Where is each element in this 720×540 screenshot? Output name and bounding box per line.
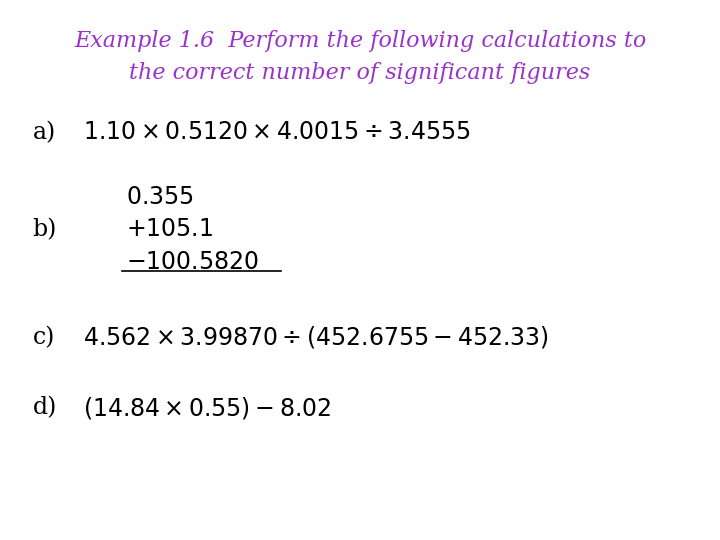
Text: $-100.5820$: $-100.5820$: [126, 250, 259, 274]
Text: b): b): [32, 218, 57, 241]
Text: $+105.1$: $+105.1$: [126, 218, 213, 241]
Text: d): d): [32, 396, 57, 419]
Text: the correct number of significant figures: the correct number of significant figure…: [130, 62, 590, 84]
Text: a): a): [32, 121, 55, 144]
Text: $0.355$: $0.355$: [126, 185, 194, 209]
Text: Example 1.6  Perform the following calculations to: Example 1.6 Perform the following calcul…: [74, 30, 646, 51]
Text: c): c): [32, 326, 55, 349]
Text: $1.10\times0.5120\times4.0015\div3.4555$: $1.10\times0.5120\times4.0015\div3.4555$: [83, 120, 470, 144]
Text: $\left(14.84\times0.55\right)-8.02$: $\left(14.84\times0.55\right)-8.02$: [83, 395, 331, 421]
Text: $4.562\times3.99870\div\left(452.6755-452.33\right)$: $4.562\times3.99870\div\left(452.6755-45…: [83, 325, 549, 350]
